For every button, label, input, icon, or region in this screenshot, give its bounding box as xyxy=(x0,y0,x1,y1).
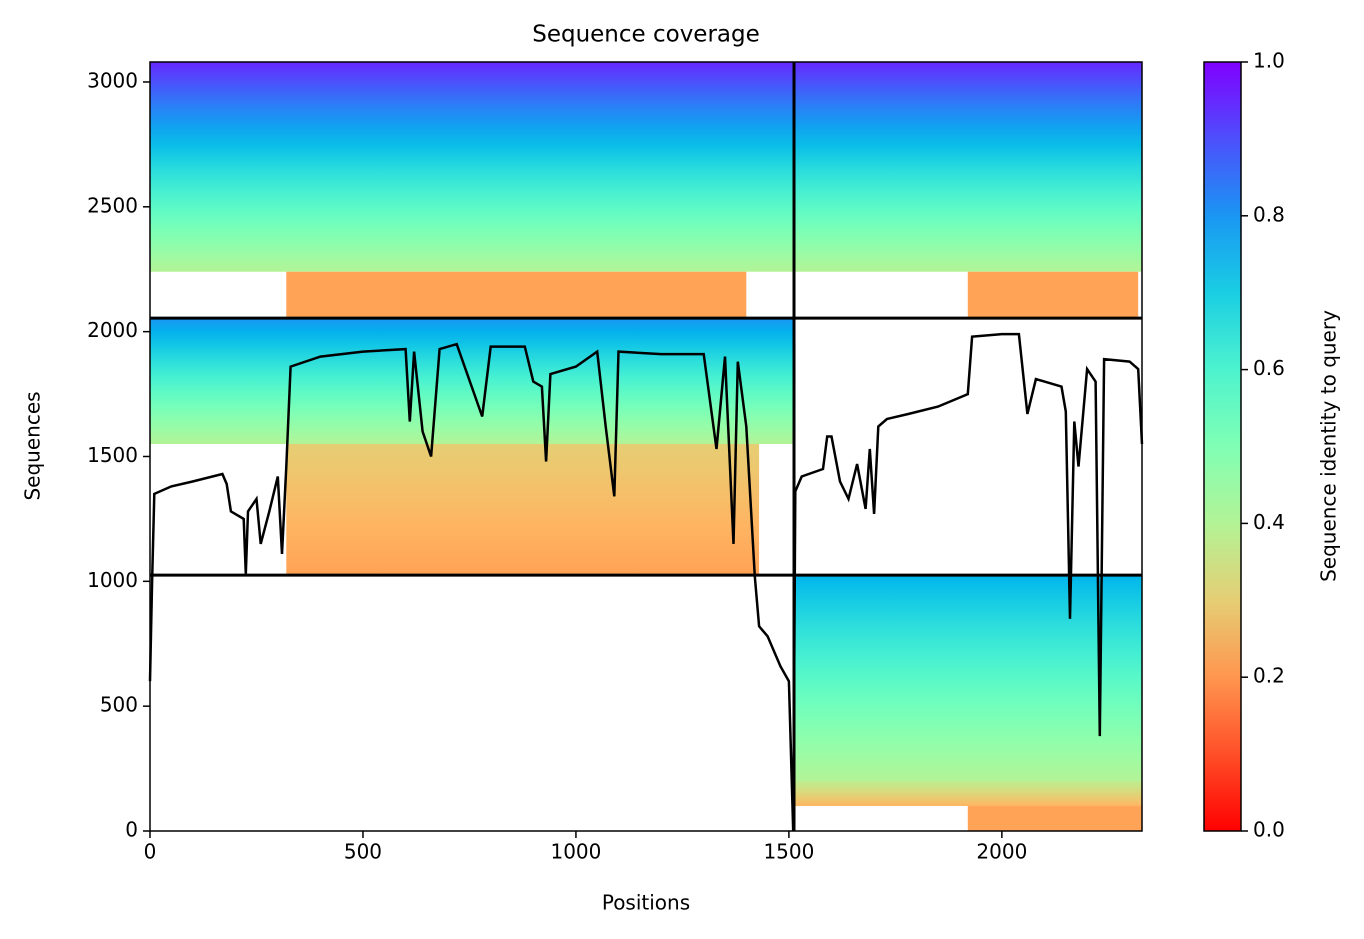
identity-band xyxy=(286,271,747,319)
identity-band xyxy=(150,318,795,445)
colorbar xyxy=(1203,61,1242,832)
identity-band xyxy=(794,781,1142,807)
coverage-line xyxy=(148,332,1144,832)
colorbar-tick-label: 0.2 xyxy=(1253,664,1285,688)
colorbar-tick-label: 0.0 xyxy=(1253,818,1285,842)
identity-band xyxy=(286,444,760,576)
identity-band xyxy=(967,806,1142,831)
x-tick-label: 0 xyxy=(144,840,157,864)
x-tick-label: 1500 xyxy=(763,840,814,864)
identity-band xyxy=(967,271,1139,319)
identity-band xyxy=(794,575,1142,782)
x-tick-label: 500 xyxy=(344,840,382,864)
y-tick-label: 1000 xyxy=(87,568,138,592)
x-tick-label: 2000 xyxy=(976,840,1027,864)
colorbar-tick-label: 1.0 xyxy=(1253,49,1285,73)
colorbar-tick-label: 0.6 xyxy=(1253,356,1285,380)
y-axis-label: Sequences xyxy=(21,391,45,500)
y-tick-label: 1500 xyxy=(87,443,138,467)
colorbar-tick-label: 0.8 xyxy=(1253,202,1285,226)
y-tick-label: 2000 xyxy=(87,318,138,342)
x-tick-label: 1000 xyxy=(550,840,601,864)
y-tick-label: 0 xyxy=(125,818,138,842)
identity-band xyxy=(150,62,1142,272)
chart-title: Sequence coverage xyxy=(532,22,760,48)
plot-frame xyxy=(149,61,1143,832)
y-tick-label: 3000 xyxy=(87,68,138,92)
colorbar-tick-label: 0.4 xyxy=(1253,510,1285,534)
colorbar-label: Sequence identity to query xyxy=(1317,310,1341,582)
x-axis-label: Positions xyxy=(602,891,690,915)
y-tick-label: 2500 xyxy=(87,193,138,217)
y-tick-label: 500 xyxy=(100,693,138,717)
